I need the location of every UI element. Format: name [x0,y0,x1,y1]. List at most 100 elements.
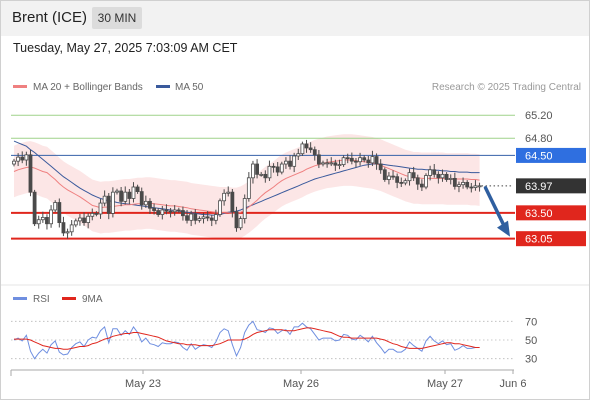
candle [205,211,210,222]
level-label-63.50: 63.50 [525,208,553,220]
candle [362,155,367,163]
candle [391,170,395,180]
candle-body [419,183,424,188]
candle [242,194,247,224]
candle [403,178,408,186]
candle-body [457,184,461,187]
candle-body [296,153,301,157]
candle [263,170,268,183]
rsi-legend-label: RSI [33,294,50,305]
candle-body [143,200,148,206]
candle-body [86,215,91,224]
candle [387,172,391,185]
candle [251,160,255,184]
candle-body [193,213,198,221]
candle-body [20,156,25,161]
candle-body [374,156,379,165]
candle-body [325,162,330,165]
candle [341,155,346,167]
candle-body [176,209,181,212]
candle [148,198,152,214]
candle [448,174,453,185]
candle-body [403,180,408,184]
candle-body [115,190,119,193]
candle [36,215,41,229]
candle [152,203,156,215]
candle-body [300,143,305,155]
candle-body [102,195,107,204]
candle-body [440,173,445,179]
candle [135,184,140,194]
candle-body [284,160,288,165]
candle [115,188,119,195]
candle-body [370,156,375,164]
candle-body [473,185,478,188]
candle-body [382,169,387,180]
candle [325,158,330,168]
candle [469,182,474,193]
candle-body [461,182,465,186]
candle [110,187,115,218]
candle-body [452,177,457,187]
candle-body [477,185,482,188]
candle-body [16,156,21,162]
candle-body [399,182,404,184]
candle [308,142,313,153]
candle [98,199,103,219]
candle [279,161,284,175]
rsi-tick-label: 70 [525,316,537,328]
candle-body [263,173,268,179]
candle [300,141,305,156]
candle [193,209,198,225]
candle [209,214,214,227]
candle-body [362,157,367,161]
candle [230,189,235,218]
candle-body [246,177,251,199]
candle-body [469,186,474,189]
candle [440,169,445,182]
ma50-legend-label: MA 50 [175,82,204,93]
instrument-title: Brent (ICE) [12,9,88,26]
time-tick-label: May 23 [125,378,161,390]
candle [189,210,194,227]
candle [86,213,91,229]
candle-body [148,200,152,209]
candle [20,151,25,164]
candle-body [358,157,362,163]
candle [366,155,371,168]
candle-body [106,195,111,214]
candle [102,190,107,207]
candle [329,157,334,167]
candle-body [36,219,41,225]
timestamp: Tuesday, May 27, 2025 7:03:09 AM CET [13,41,238,55]
timeframe-button[interactable]: 30 MIN [92,7,142,29]
candle-body [73,220,78,226]
candle-body [345,157,350,160]
candle-body [49,209,53,225]
candle [16,153,21,167]
time-axis: May 23 May 26 May 27 Jun 6 [0,284,590,390]
rsi-line [13,320,480,360]
candle [139,187,144,210]
candle-body [288,160,292,167]
level-label-63.97-bg [516,178,586,194]
candle-body [424,175,428,188]
candle [284,157,288,169]
candle [321,160,325,167]
candle [226,186,231,197]
candle [337,159,342,170]
candle-body [448,177,453,180]
candle-body [197,218,202,221]
candle [164,204,169,215]
candle [259,172,264,177]
candle-body [395,176,400,183]
candle [419,179,424,192]
candle-body [189,213,194,221]
candle-body [213,214,218,221]
candle-body [312,149,317,156]
candle-body [181,210,185,217]
candle-body [205,216,210,219]
candle [53,200,58,213]
candle-body [110,191,115,214]
candle-body [123,191,128,202]
